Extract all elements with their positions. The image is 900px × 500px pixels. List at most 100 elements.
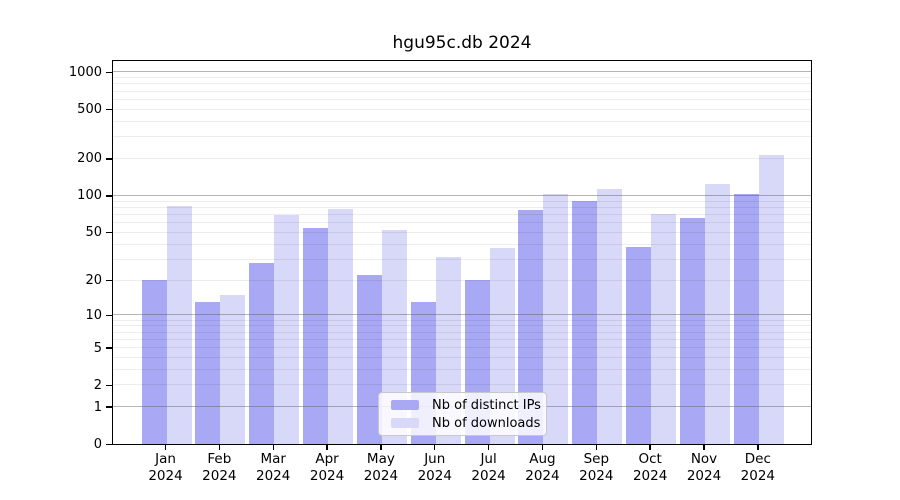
y-tick-label: 200 [77, 151, 102, 167]
y-tick [106, 195, 112, 197]
minor-gridline [113, 231, 811, 233]
x-tick-label: Oct 2024 [632, 451, 668, 484]
y-tick [106, 158, 112, 160]
minor-gridline [113, 90, 811, 92]
y-tick [106, 279, 112, 282]
bar-downloads [705, 183, 730, 444]
y-tick-label: 1 [93, 399, 102, 415]
bar-downloads [328, 208, 354, 444]
y-tick-label: 100 [77, 188, 102, 204]
minor-gridline [113, 222, 811, 224]
y-tick-label: 500 [77, 102, 102, 118]
x-tick [326, 444, 328, 450]
minor-gridline [113, 83, 811, 85]
x-tick-label: Jun 2024 [417, 451, 452, 484]
x-tick [757, 444, 759, 450]
bar-downloads [597, 189, 623, 444]
x-tick-label: Jul 2024 [471, 451, 506, 484]
y-tick-label: 20 [85, 273, 102, 289]
major-gridline [113, 314, 811, 316]
minor-gridline [113, 77, 811, 79]
minor-gridline [113, 279, 811, 281]
x-tick-label: Nov 2024 [686, 451, 722, 484]
x-tick [218, 444, 221, 450]
x-tick [649, 444, 651, 450]
minor-gridline [113, 368, 811, 370]
y-tick [106, 406, 112, 408]
x-tick [541, 444, 544, 450]
minor-gridline [113, 319, 811, 321]
bar-downloads [758, 154, 784, 444]
x-tick-label: Jan 2024 [148, 451, 183, 484]
x-tick-label: Mar 2024 [256, 451, 291, 484]
bar-distinct-ips [733, 193, 759, 444]
bar-distinct-ips [680, 217, 705, 444]
minor-gridline [113, 206, 811, 208]
y-tick-label: 0 [93, 437, 102, 452]
y-tick-label: 2 [93, 377, 102, 393]
y-tick-label: 50 [85, 225, 102, 241]
legend-swatch-distinct-ips [391, 400, 419, 410]
minor-gridline [113, 157, 811, 159]
y-tick [106, 109, 112, 111]
legend-swatch-downloads [391, 418, 419, 428]
bar-downloads [543, 193, 569, 444]
y-tick-label: 10 [85, 307, 102, 323]
minor-gridline [113, 338, 811, 340]
minor-gridline [113, 200, 811, 202]
minor-gridline [113, 347, 811, 348]
bar-distinct-ips [141, 280, 167, 444]
legend-entry-distinct-ips: Nb of distinct IPs [387, 396, 541, 414]
plot-area [112, 60, 812, 445]
minor-gridline [113, 384, 811, 386]
x-tick [703, 444, 705, 450]
bar-distinct-ips [626, 246, 652, 444]
bar-distinct-ips [303, 228, 329, 444]
minor-gridline [113, 213, 811, 215]
bar-downloads [220, 294, 246, 444]
legend-label-distinct-ips: Nb of distinct IPs [432, 397, 541, 413]
x-tick [272, 444, 274, 450]
major-gridline [113, 71, 811, 73]
bar-distinct-ips [356, 275, 382, 444]
bar-distinct-ips [195, 301, 221, 444]
bar-distinct-ips [572, 201, 598, 444]
x-tick [164, 444, 167, 450]
x-tick [487, 444, 490, 450]
y-tick-label: 1000 [68, 64, 102, 80]
x-tick-label: Apr 2024 [309, 451, 345, 484]
minor-gridline [113, 108, 811, 110]
y-tick [106, 71, 112, 74]
minor-gridline [113, 356, 811, 358]
minor-gridline [113, 120, 811, 122]
legend-label-downloads: Nb of downloads [432, 415, 541, 431]
x-tick-label: Dec 2024 [740, 451, 776, 484]
y-tick [106, 384, 112, 387]
bar-downloads [274, 215, 300, 444]
minor-gridline [113, 325, 811, 327]
y-tick [106, 443, 112, 446]
bar-downloads [651, 214, 677, 444]
y-tick [106, 232, 112, 234]
x-tick [434, 444, 436, 450]
y-tick-label: 5 [93, 340, 102, 356]
x-tick [380, 444, 382, 450]
x-tick-label: Feb 2024 [202, 451, 237, 484]
legend-entry-downloads: Nb of downloads [387, 414, 541, 432]
minor-gridline [113, 258, 811, 260]
minor-gridline [113, 243, 811, 245]
major-gridline [113, 194, 811, 196]
minor-gridline [113, 98, 811, 100]
bar-distinct-ips [249, 262, 275, 444]
chart-title: hgu95c.db 2024 [392, 33, 532, 53]
x-tick-label: Sep 2024 [579, 451, 614, 484]
x-tick-label: May 2024 [363, 451, 399, 484]
bar-downloads [166, 206, 192, 444]
x-tick-label: Aug 2024 [525, 451, 560, 484]
y-tick [106, 314, 112, 317]
y-tick [106, 347, 112, 349]
minor-gridline [113, 136, 811, 138]
x-tick [595, 444, 597, 450]
minor-gridline [113, 331, 811, 333]
